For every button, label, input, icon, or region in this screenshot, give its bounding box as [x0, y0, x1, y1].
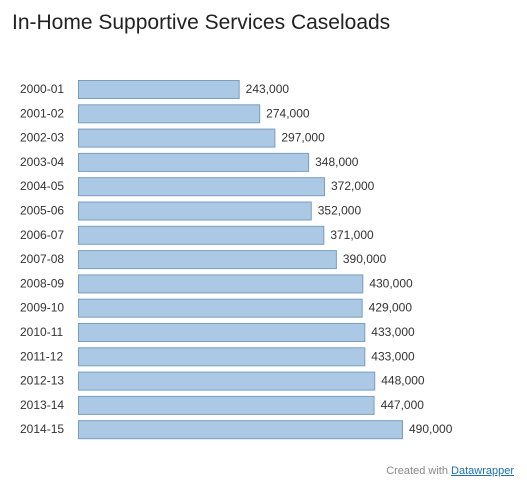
- credit-line: Created with Datawrapper: [386, 465, 514, 477]
- value-label-2001-02: 274,000: [266, 106, 310, 120]
- category-label-2013-14: 2013-14: [20, 398, 64, 412]
- value-label-2012-13: 448,000: [381, 374, 425, 388]
- bar-2007-08: [78, 250, 337, 270]
- category-label-2008-09: 2008-09: [20, 276, 64, 290]
- bar-2005-06: [78, 201, 312, 221]
- value-label-2005-06: 352,000: [318, 204, 362, 218]
- chart-title: In-Home Supportive Services Caseloads: [12, 11, 391, 34]
- category-label-2010-11: 2010-11: [20, 325, 63, 339]
- value-label-2002-03: 297,000: [281, 131, 325, 145]
- bar-2009-10: [78, 298, 363, 318]
- bar-2006-07: [78, 225, 325, 245]
- value-label-2007-08: 390,000: [343, 252, 387, 266]
- category-label-2000-01: 2000-01: [20, 82, 64, 96]
- value-label-2013-14: 447,000: [381, 398, 425, 412]
- bar-2002-03: [78, 128, 276, 148]
- bar-2010-11: [78, 323, 366, 342]
- category-label-2009-10: 2009-10: [20, 301, 64, 315]
- value-label-2008-09: 430,000: [369, 276, 413, 290]
- category-label-2011-12: 2011-12: [20, 349, 63, 363]
- category-label-2014-15: 2014-15: [20, 422, 64, 436]
- bar-2013-14: [78, 395, 375, 415]
- category-label-2003-04: 2003-04: [20, 155, 64, 169]
- category-label-2001-02: 2001-02: [20, 106, 64, 120]
- value-label-2006-07: 371,000: [330, 228, 374, 242]
- bar-chart: 2000-01 243,000 2001-02 274,000 2002-03 297,0…: [20, 80, 453, 440]
- category-label-2012-13: 2012-13: [20, 374, 64, 388]
- value-label-2010-11: 433,000: [371, 325, 415, 339]
- bar-2014-15: [78, 420, 403, 440]
- category-label-2006-07: 2006-07: [20, 228, 64, 242]
- datawrapper-link[interactable]: Datawrapper: [451, 465, 514, 477]
- category-label-2004-05: 2004-05: [20, 179, 64, 193]
- value-label-2009-10: 429,000: [369, 301, 413, 315]
- bar-2011-12: [78, 347, 366, 367]
- value-label-2004-05: 372,000: [331, 179, 375, 193]
- bar-2003-04: [78, 152, 310, 172]
- credit-prefix: Created with: [386, 465, 448, 477]
- category-label-2002-03: 2002-03: [20, 131, 64, 145]
- bar-2012-13: [78, 371, 376, 391]
- bar-2000-01: [78, 80, 240, 99]
- value-label-2011-12: 433,000: [371, 349, 415, 363]
- value-label-2000-01: 243,000: [246, 82, 290, 96]
- bar-2008-09: [78, 274, 364, 294]
- value-label-2003-04: 348,000: [315, 155, 359, 169]
- bar-2001-02: [78, 104, 261, 124]
- bar-2004-05: [78, 177, 325, 197]
- category-label-2007-08: 2007-08: [20, 252, 64, 266]
- category-label-2005-06: 2005-06: [20, 204, 64, 218]
- value-label-2014-15: 490,000: [409, 422, 453, 436]
